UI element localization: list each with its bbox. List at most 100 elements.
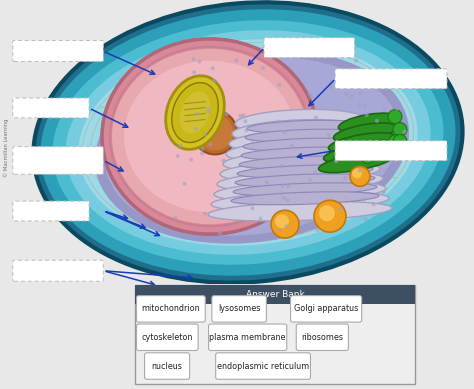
Text: mitochondrion: mitochondrion: [142, 304, 200, 314]
Ellipse shape: [249, 166, 254, 170]
Ellipse shape: [214, 181, 386, 202]
Ellipse shape: [328, 133, 395, 152]
Ellipse shape: [124, 61, 296, 212]
Ellipse shape: [368, 145, 382, 159]
Ellipse shape: [319, 152, 393, 173]
FancyBboxPatch shape: [135, 285, 415, 304]
Ellipse shape: [201, 147, 204, 151]
Text: plasma membrane: plasma membrane: [210, 333, 286, 342]
Ellipse shape: [286, 184, 291, 188]
FancyBboxPatch shape: [13, 40, 103, 61]
Ellipse shape: [198, 60, 201, 64]
FancyBboxPatch shape: [296, 324, 348, 350]
Text: nucleus: nucleus: [152, 361, 182, 371]
Ellipse shape: [182, 182, 187, 186]
Text: lysosomes: lysosomes: [218, 304, 260, 314]
Ellipse shape: [78, 39, 418, 246]
Ellipse shape: [173, 216, 178, 220]
Ellipse shape: [280, 183, 284, 187]
Ellipse shape: [283, 130, 287, 134]
FancyBboxPatch shape: [145, 353, 190, 379]
Text: cytoskeleton: cytoskeleton: [142, 333, 193, 342]
Ellipse shape: [235, 174, 375, 187]
Ellipse shape: [243, 119, 247, 123]
Ellipse shape: [350, 94, 354, 98]
Ellipse shape: [376, 88, 380, 92]
Ellipse shape: [261, 66, 264, 70]
Text: © Macmillan Learning: © Macmillan Learning: [3, 119, 9, 177]
Ellipse shape: [275, 214, 289, 228]
Ellipse shape: [258, 216, 263, 221]
FancyBboxPatch shape: [291, 296, 362, 322]
Ellipse shape: [229, 130, 371, 153]
Ellipse shape: [376, 140, 390, 153]
Ellipse shape: [361, 149, 375, 163]
Ellipse shape: [277, 83, 281, 87]
Ellipse shape: [34, 2, 463, 283]
Ellipse shape: [192, 70, 196, 74]
Ellipse shape: [314, 200, 346, 232]
Ellipse shape: [220, 161, 380, 182]
Ellipse shape: [408, 145, 411, 150]
Ellipse shape: [251, 139, 255, 143]
Ellipse shape: [344, 92, 348, 96]
FancyBboxPatch shape: [216, 353, 310, 379]
FancyBboxPatch shape: [137, 324, 198, 350]
Ellipse shape: [388, 110, 402, 124]
Ellipse shape: [207, 110, 210, 114]
Ellipse shape: [329, 84, 333, 89]
Ellipse shape: [285, 224, 289, 228]
Ellipse shape: [383, 107, 387, 111]
Ellipse shape: [218, 231, 222, 235]
FancyBboxPatch shape: [13, 98, 89, 118]
Ellipse shape: [335, 148, 339, 152]
Ellipse shape: [285, 198, 290, 202]
FancyBboxPatch shape: [135, 285, 415, 384]
Ellipse shape: [282, 196, 286, 200]
Ellipse shape: [316, 228, 320, 232]
FancyBboxPatch shape: [335, 69, 447, 89]
FancyBboxPatch shape: [335, 141, 447, 161]
Ellipse shape: [324, 142, 394, 163]
Ellipse shape: [375, 119, 379, 123]
Ellipse shape: [40, 9, 456, 276]
FancyBboxPatch shape: [13, 201, 89, 221]
Ellipse shape: [238, 114, 242, 118]
Ellipse shape: [333, 123, 397, 142]
Ellipse shape: [271, 210, 299, 238]
Ellipse shape: [53, 20, 444, 265]
Ellipse shape: [247, 120, 363, 133]
Ellipse shape: [203, 212, 207, 216]
Ellipse shape: [222, 159, 226, 163]
Ellipse shape: [402, 130, 407, 133]
Ellipse shape: [338, 113, 398, 132]
Ellipse shape: [278, 228, 282, 232]
Ellipse shape: [393, 123, 407, 137]
Ellipse shape: [189, 158, 193, 161]
Ellipse shape: [362, 153, 365, 158]
Ellipse shape: [308, 178, 312, 182]
Ellipse shape: [203, 133, 207, 137]
Ellipse shape: [237, 165, 373, 178]
Ellipse shape: [102, 39, 318, 234]
Ellipse shape: [395, 107, 399, 110]
Ellipse shape: [327, 133, 331, 137]
FancyBboxPatch shape: [13, 147, 103, 174]
Ellipse shape: [172, 82, 218, 143]
Ellipse shape: [212, 79, 216, 82]
Ellipse shape: [193, 110, 237, 154]
Ellipse shape: [180, 91, 210, 134]
Ellipse shape: [357, 103, 362, 107]
Ellipse shape: [363, 103, 367, 108]
Ellipse shape: [231, 192, 379, 205]
Ellipse shape: [206, 107, 210, 111]
Ellipse shape: [112, 49, 308, 224]
Ellipse shape: [280, 164, 283, 168]
Ellipse shape: [235, 58, 238, 62]
Ellipse shape: [310, 95, 313, 99]
Ellipse shape: [210, 66, 215, 70]
Ellipse shape: [178, 144, 182, 147]
Ellipse shape: [176, 154, 180, 158]
Ellipse shape: [245, 128, 248, 132]
Ellipse shape: [233, 183, 377, 196]
